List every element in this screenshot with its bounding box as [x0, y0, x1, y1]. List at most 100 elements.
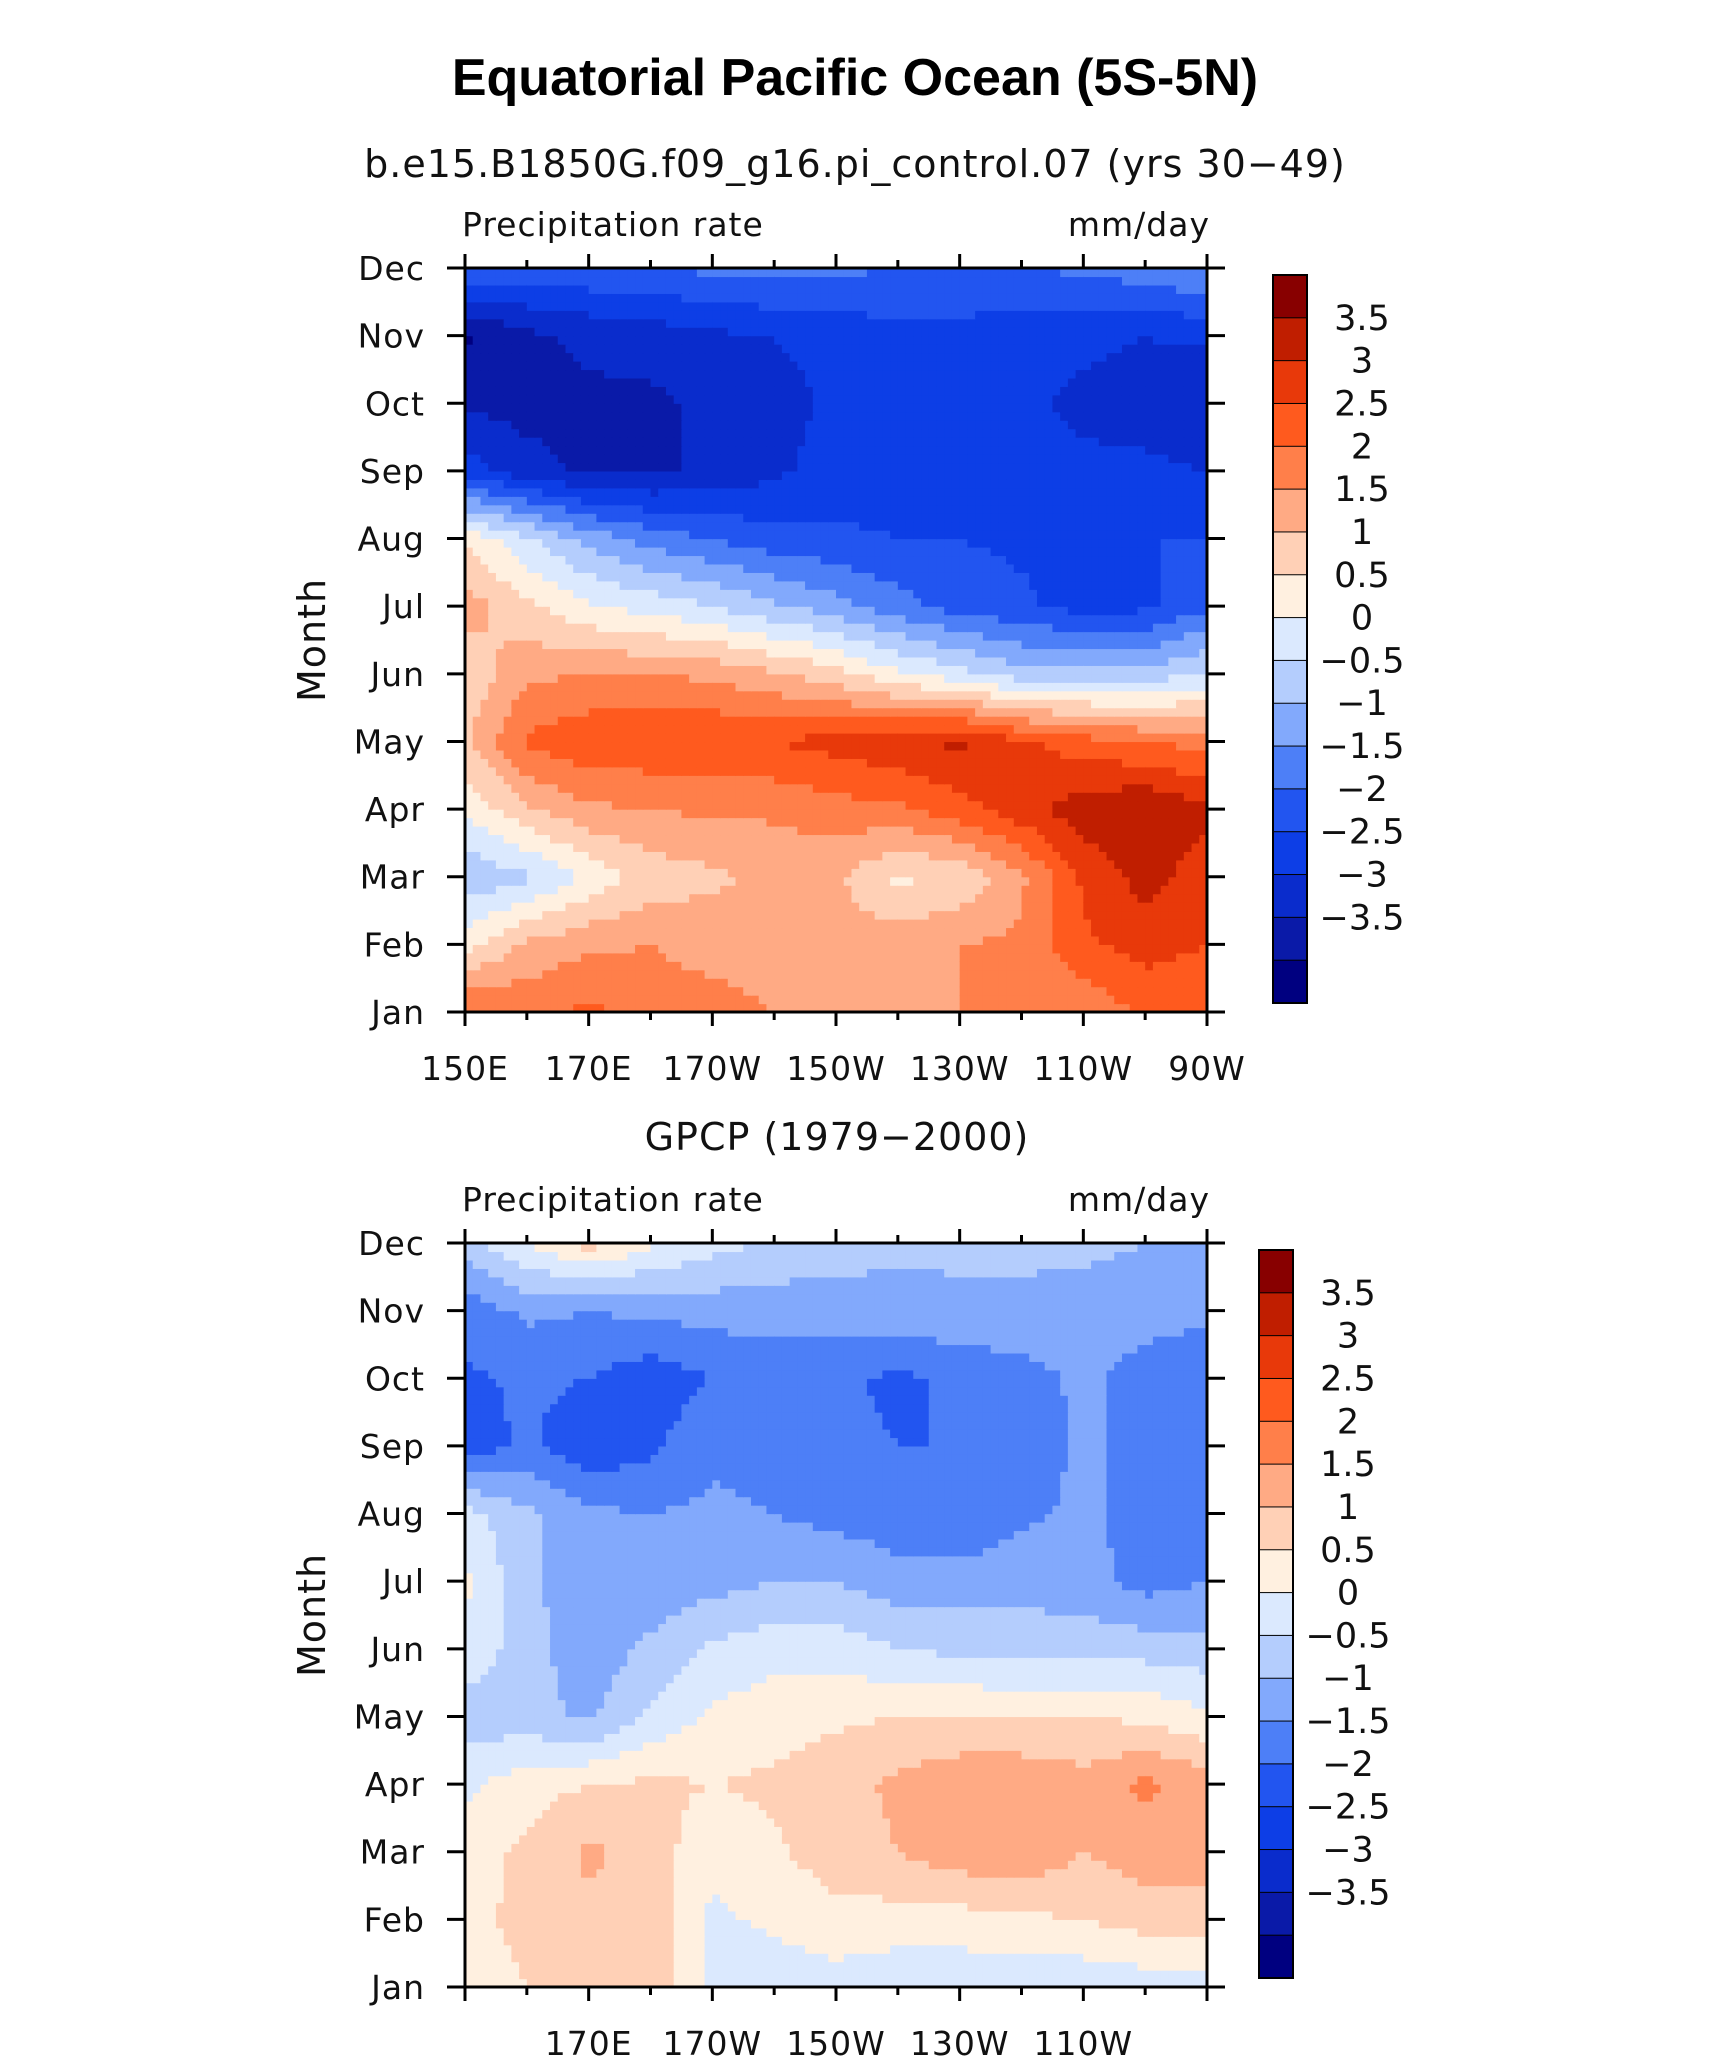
heatmap-cell — [735, 834, 744, 844]
heatmap-cell — [851, 749, 860, 759]
heatmap-cell — [743, 927, 752, 937]
heatmap-cell — [1044, 876, 1054, 886]
heatmap-cell — [921, 893, 930, 903]
heatmap-cell — [573, 995, 582, 1005]
heatmap-cell — [1129, 919, 1139, 929]
heatmap-cell — [565, 1003, 574, 1012]
heatmap-cell — [689, 538, 698, 548]
heatmap-cell — [735, 631, 744, 641]
heatmap-cell — [465, 1003, 474, 1012]
heatmap-cell — [665, 834, 675, 844]
heatmap-cell — [805, 707, 814, 717]
heatmap-cell — [1098, 758, 1108, 768]
heatmap-cell — [1106, 1003, 1115, 1012]
heatmap-cell — [882, 733, 891, 743]
heatmap-cell — [534, 910, 543, 920]
heatmap-cell — [673, 1003, 683, 1012]
heatmap-cell — [1176, 758, 1185, 768]
heatmap-cell — [526, 589, 536, 599]
heatmap-cell — [851, 842, 860, 852]
heatmap-cell — [665, 783, 675, 793]
heatmap-cell — [789, 834, 798, 844]
heatmap-cell — [797, 851, 806, 861]
heatmap-cell — [774, 876, 783, 886]
heatmap-cell — [596, 885, 605, 895]
heatmap-cell — [1145, 902, 1154, 912]
heatmap-cell — [1114, 690, 1123, 700]
heatmap-cell — [611, 555, 621, 565]
heatmap-cell — [580, 969, 590, 979]
heatmap-cell — [1129, 800, 1139, 810]
heatmap-cell — [944, 961, 953, 971]
heatmap-cell — [1160, 707, 1169, 717]
heatmap-cell — [526, 910, 536, 920]
heatmap-cell — [511, 893, 520, 903]
heatmap-cell — [720, 826, 729, 836]
heatmap-cell — [650, 961, 659, 971]
heatmap-cell — [812, 792, 822, 802]
heatmap-cell — [1176, 775, 1185, 785]
heatmap-cell — [642, 935, 652, 945]
heatmap-cell — [905, 783, 914, 793]
heatmap-cell — [843, 673, 853, 683]
heatmap-cell — [905, 910, 914, 920]
heatmap-cell — [820, 682, 829, 692]
heatmap-cell — [905, 716, 914, 726]
heatmap-cell — [550, 995, 559, 1005]
heatmap-cell — [866, 859, 876, 869]
heatmap-cell — [465, 690, 474, 700]
heatmap-cell — [1098, 656, 1108, 666]
heatmap-cell — [573, 893, 582, 903]
heatmap-cell — [1052, 893, 1061, 903]
heatmap-cell — [650, 817, 659, 827]
heatmap-cell — [1114, 766, 1123, 776]
heatmap-cell — [959, 648, 968, 658]
heatmap-cell — [758, 842, 768, 852]
heatmap-cell — [658, 868, 667, 878]
heatmap-cell — [465, 648, 474, 658]
heatmap-cell — [480, 842, 489, 852]
heatmap-cell — [727, 699, 737, 709]
heatmap-cell — [959, 978, 968, 988]
heatmap-cell — [689, 800, 698, 810]
heatmap-cell — [874, 910, 883, 920]
heatmap-cell — [503, 648, 512, 658]
heatmap-cell — [843, 817, 853, 827]
heatmap-cell — [812, 834, 822, 844]
heatmap-cell — [735, 589, 744, 599]
heatmap-cell — [774, 995, 783, 1005]
heatmap-cell — [619, 842, 628, 852]
heatmap-cell — [820, 834, 829, 844]
heatmap-cell — [959, 919, 968, 929]
heatmap-cell — [882, 800, 891, 810]
heatmap-cell — [967, 665, 976, 675]
heatmap-cell — [836, 919, 845, 929]
heatmap-cell — [681, 640, 690, 650]
heatmap-cell — [696, 792, 706, 802]
heatmap-cell — [874, 851, 883, 861]
heatmap-cell — [851, 783, 860, 793]
heatmap-cell — [596, 758, 605, 768]
heatmap-cell — [1176, 640, 1185, 650]
heatmap-cell — [890, 995, 899, 1005]
heatmap-cell — [1091, 995, 1100, 1005]
heatmap-cell — [1060, 631, 1069, 641]
heatmap-cell — [836, 724, 845, 734]
heatmap-cell — [750, 766, 760, 776]
heatmap-cell — [1006, 733, 1015, 743]
heatmap-cell — [650, 876, 659, 886]
heatmap-cell — [1176, 656, 1185, 666]
heatmap-cell — [1029, 682, 1038, 692]
heatmap-cell — [766, 826, 775, 836]
heatmap-cell — [503, 555, 512, 565]
heatmap-cell — [642, 817, 652, 827]
heatmap-cell — [635, 547, 644, 557]
heatmap-cell — [573, 944, 582, 954]
heatmap-cell — [735, 792, 744, 802]
heatmap-cell — [619, 834, 628, 844]
heatmap-cell — [580, 640, 590, 650]
heatmap-cell — [735, 665, 744, 675]
heatmap-cell — [465, 572, 474, 582]
heatmap-cell — [1183, 792, 1193, 802]
heatmap-cell — [866, 842, 876, 852]
